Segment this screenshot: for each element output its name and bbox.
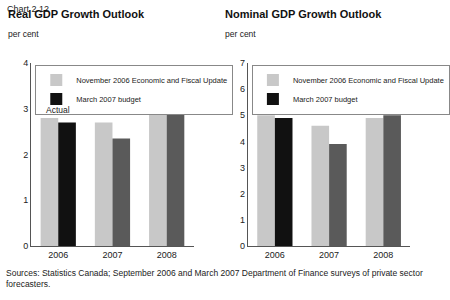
svg-text:November 2006 Economic and Fis: November 2006 Economic and Fiscal Update xyxy=(76,76,227,85)
svg-text:2007: 2007 xyxy=(319,250,339,260)
svg-text:March 2007 budget: March 2007 budget xyxy=(76,95,142,104)
svg-text:2006: 2006 xyxy=(265,250,285,260)
svg-text:2008: 2008 xyxy=(373,250,393,260)
svg-text:6: 6 xyxy=(240,84,245,94)
svg-text:1: 1 xyxy=(240,215,245,225)
svg-text:per cent: per cent xyxy=(225,29,256,39)
svg-text:2006: 2006 xyxy=(48,250,68,260)
svg-text:3: 3 xyxy=(23,104,28,114)
svg-text:Chart 2.12: Chart 2.12 xyxy=(7,4,49,14)
svg-text:per cent: per cent xyxy=(8,29,39,39)
svg-text:2008: 2008 xyxy=(157,250,177,260)
svg-text:7: 7 xyxy=(240,58,245,68)
svg-text:0: 0 xyxy=(240,241,245,251)
svg-text:3: 3 xyxy=(240,163,245,173)
svg-text:1: 1 xyxy=(23,195,28,205)
svg-text:March 2007 budget: March 2007 budget xyxy=(293,95,359,104)
svg-text:0: 0 xyxy=(23,241,28,251)
svg-text:4: 4 xyxy=(23,58,28,68)
svg-text:2: 2 xyxy=(23,150,28,160)
svg-text:4: 4 xyxy=(240,137,245,147)
svg-text:November 2006 Economic and Fis: November 2006 Economic and Fiscal Update xyxy=(293,76,444,85)
svg-text:5: 5 xyxy=(240,110,245,120)
svg-text:2007: 2007 xyxy=(102,250,122,260)
svg-text:2: 2 xyxy=(240,189,245,199)
html-text:Sources: Statistics Canada; Se: Sources: Statistics Canada; September 20… xyxy=(6,268,423,289)
svg-text:Nominal GDP Growth Outlook: Nominal GDP Growth Outlook xyxy=(225,8,382,20)
svg-text:Actual: Actual xyxy=(46,105,70,115)
svg-text:Real GDP Growth Outlook: Real GDP Growth Outlook xyxy=(8,8,145,20)
